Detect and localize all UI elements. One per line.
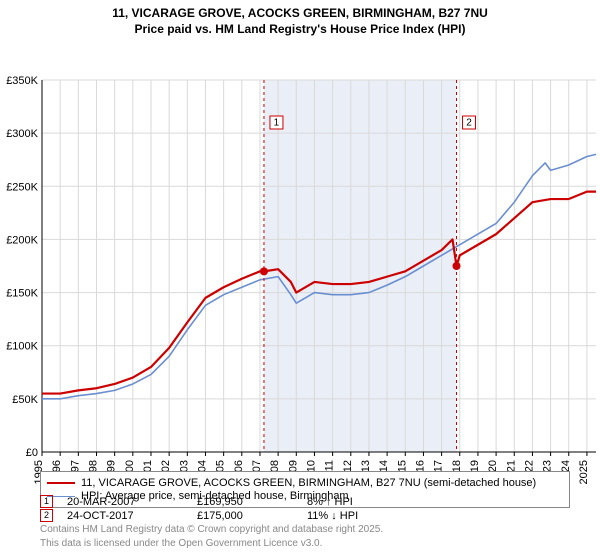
svg-text:2025: 2025 [578,460,590,484]
line-chart: £0£50K£100K£150K£200K£250K£300K£350K1995… [0,36,600,496]
sale-date: 20-MAR-2007 [67,496,197,508]
sales-table: 1 20-MAR-2007 £169,950 8% ↑ HPI 2 24-OCT… [40,494,570,550]
svg-text:£300K: £300K [6,128,38,140]
svg-text:£0: £0 [26,447,38,459]
sale-hpi: 11% ↓ HPI [307,510,417,522]
sale-row: 1 20-MAR-2007 £169,950 8% ↑ HPI [40,495,570,508]
chart-root: 11, VICARAGE GROVE, ACOCKS GREEN, BIRMIN… [0,0,600,560]
legend-swatch-property [47,482,75,484]
footnote-copyright: Contains HM Land Registry data © Crown c… [40,524,570,536]
svg-text:£200K: £200K [6,234,38,246]
svg-text:£100K: £100K [6,340,38,352]
sale-marker-1: 1 [40,495,53,508]
sale-price: £169,950 [197,496,307,508]
footnote-licence: This data is licensed under the Open Gov… [40,538,570,550]
legend-row: 11, VICARAGE GROVE, ACOCKS GREEN, BIRMIN… [47,477,563,489]
sale-marker-2: 2 [40,509,53,522]
page-subtitle: Price paid vs. HM Land Registry's House … [0,22,600,36]
svg-text:£50K: £50K [12,393,38,405]
svg-text:£150K: £150K [6,287,38,299]
svg-text:£350K: £350K [6,75,38,87]
svg-text:£250K: £250K [6,181,38,193]
sale-row: 2 24-OCT-2017 £175,000 11% ↓ HPI [40,509,570,522]
svg-text:1: 1 [274,117,280,128]
page-title: 11, VICARAGE GROVE, ACOCKS GREEN, BIRMIN… [0,0,600,22]
sale-hpi: 8% ↑ HPI [307,496,417,508]
sale-price: £175,000 [197,510,307,522]
sale-date: 24-OCT-2017 [67,510,197,522]
legend-label-property: 11, VICARAGE GROVE, ACOCKS GREEN, BIRMIN… [81,477,536,489]
svg-text:2: 2 [466,117,472,128]
